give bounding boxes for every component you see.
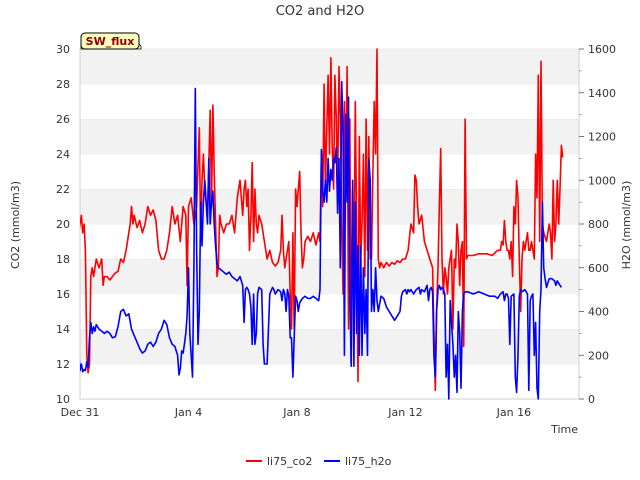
sw-flux-badge: SW_flux	[80, 32, 142, 50]
grid-band	[80, 364, 579, 399]
right-tick-label: 600	[588, 262, 609, 275]
x-tick-label: Jan 4	[174, 406, 202, 419]
right-tick-label: 1600	[588, 43, 616, 56]
badge-label: SW_flux	[86, 35, 135, 48]
series-line-li75_h2o	[80, 81, 563, 400]
right-axis-title: H2O (mmol/m3)	[620, 181, 633, 270]
series-line-li75_co2	[80, 48, 564, 392]
grid-band	[80, 224, 579, 259]
chart-title: CO2 and H2O	[276, 4, 365, 19]
grid-band	[80, 329, 579, 364]
x-tick-label: Jan 8	[282, 406, 310, 419]
x-tick-label: Jan 12	[387, 406, 422, 419]
left-tick-label: 14	[56, 323, 70, 336]
right-tick-label: 200	[588, 349, 609, 362]
legend-label-co2: li75_co2	[267, 455, 312, 468]
left-tick-label: 24	[56, 148, 70, 161]
grid-bands	[80, 48, 579, 399]
left-tick-label: 10	[56, 393, 70, 406]
right-tick-label: 0	[588, 393, 595, 406]
x-tick-label: Dec 31	[61, 406, 100, 419]
legend-label-h2o: li75_h2o	[345, 455, 392, 468]
right-tick-label: 1200	[588, 131, 616, 144]
left-tick-label: 12	[56, 358, 70, 371]
legend: li75_co2 li75_h2o	[246, 455, 392, 468]
right-tick-label: 1400	[588, 87, 616, 100]
badge-box	[80, 32, 140, 50]
left-axis: 10 12 14 16 18 20 22 24 26 28 30	[56, 43, 70, 406]
left-tick-label: 22	[56, 183, 70, 196]
left-tick-label: 28	[56, 78, 70, 91]
right-axis: 0 200 400 600 800 1000 1200 1400 1600	[579, 43, 616, 406]
grid-band	[80, 49, 579, 84]
left-tick-label: 16	[56, 288, 70, 301]
left-tick-label: 26	[56, 113, 70, 126]
x-tick-label: Jan 16	[496, 406, 531, 419]
right-tick-label: 800	[588, 218, 609, 231]
right-tick-label: 400	[588, 306, 609, 319]
x-axis-title: Time	[550, 423, 578, 436]
right-tick-label: 1000	[588, 174, 616, 187]
left-axis-title: CO2 (mmol/m3)	[9, 181, 22, 269]
grid-band	[80, 259, 579, 294]
grid-band	[80, 189, 579, 224]
left-tick-label: 18	[56, 253, 70, 266]
left-tick-label: 20	[56, 218, 70, 231]
left-tick-label: 30	[56, 43, 70, 56]
x-axis: Dec 31 Jan 4 Jan 8 Jan 12 Jan 16	[61, 406, 532, 419]
series-layer	[80, 48, 564, 400]
